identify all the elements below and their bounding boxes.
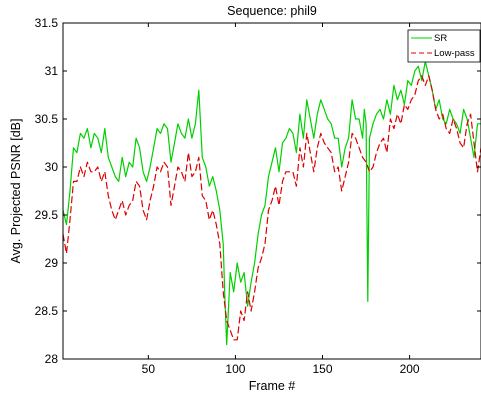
y-tick-label: 31	[45, 64, 59, 78]
y-tick-label: 29	[45, 256, 59, 270]
x-tick-label: 100	[225, 362, 245, 376]
y-tick-label: 28	[45, 352, 59, 366]
legend-label-low-pass: Low-pass	[434, 48, 475, 59]
chart-title: Sequence: phil9	[227, 4, 317, 18]
x-tick-label: 50	[142, 362, 156, 376]
y-tick-label: 28.5	[35, 304, 59, 318]
x-axis-label: Frame #	[249, 379, 296, 393]
y-tick-label: 31.5	[35, 16, 59, 30]
y-tick-label: 29.5	[35, 208, 59, 222]
legend-label-sr: SR	[434, 33, 447, 44]
plot-background	[63, 23, 481, 359]
x-tick-label: 150	[312, 362, 332, 376]
y-axis-label: Avg. Projected PSNR [dB]	[9, 119, 23, 264]
y-tick-label: 30	[45, 160, 59, 174]
x-tick-label: 200	[400, 362, 420, 376]
legend: SR Low-pass	[408, 30, 480, 62]
y-tick-label: 30.5	[35, 112, 59, 126]
